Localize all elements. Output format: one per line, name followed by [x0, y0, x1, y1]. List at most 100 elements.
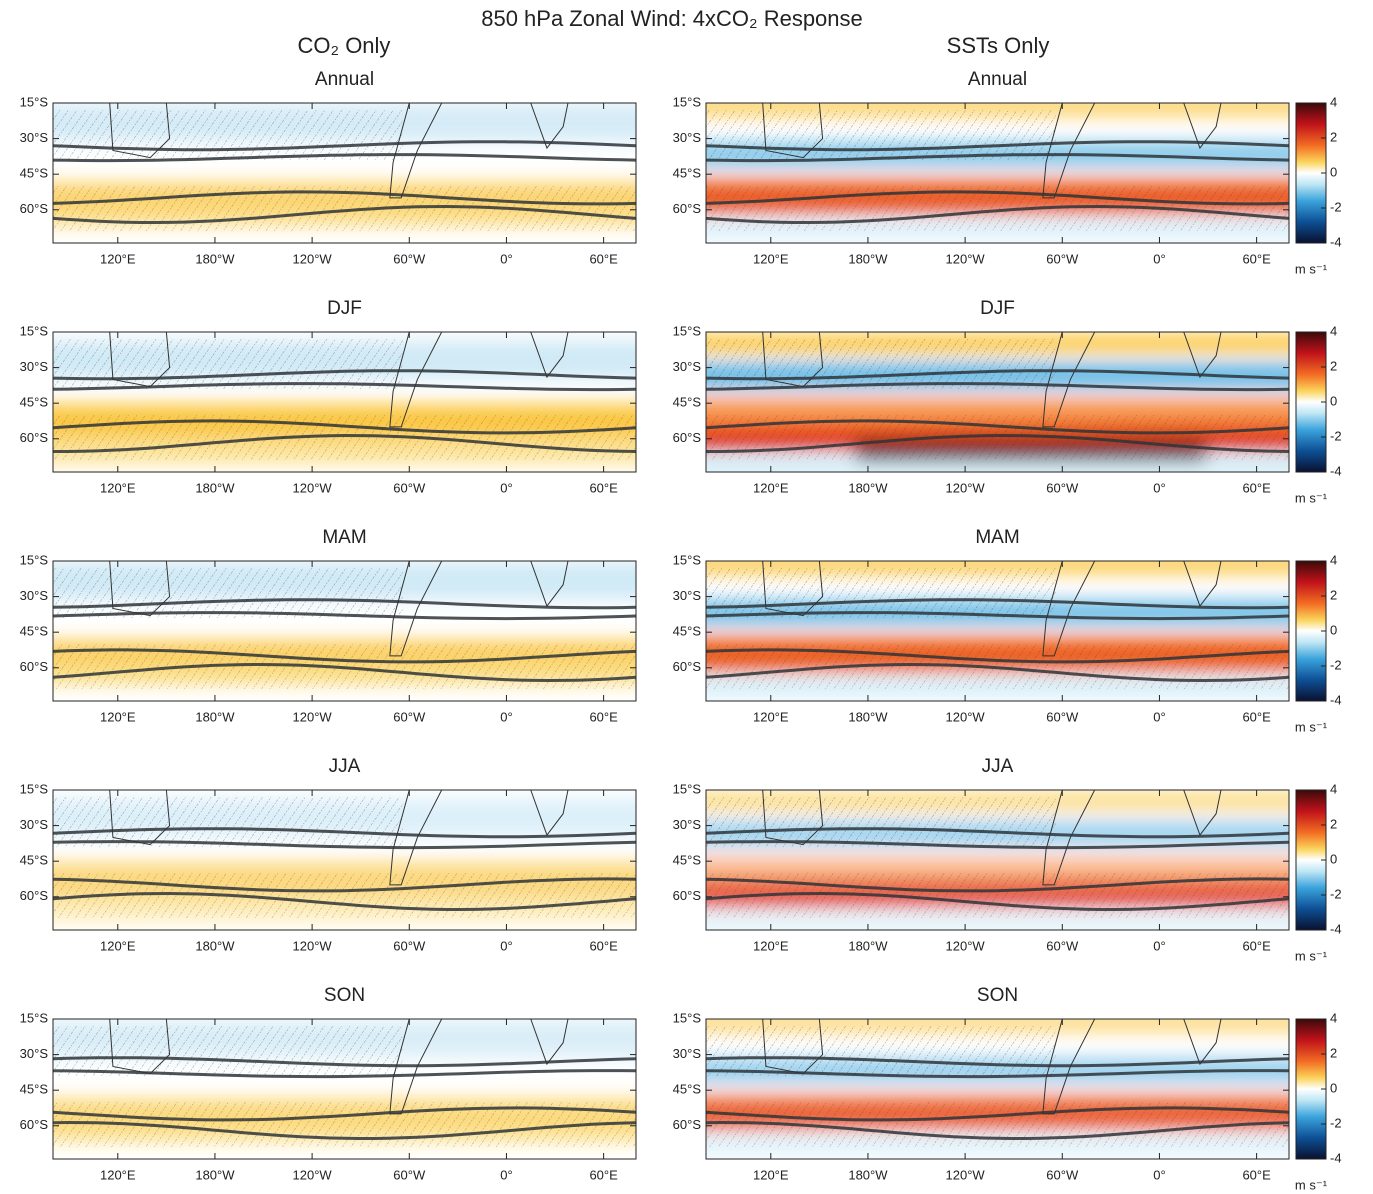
- x-tick-label: 120°E: [753, 251, 789, 266]
- panel-frame: [705, 331, 1290, 473]
- panel-title: DJF: [327, 298, 362, 319]
- coastline: [1042, 790, 1096, 886]
- figure-title: 850 hPa Zonal Wind: 4xCO₂ Response: [481, 6, 863, 31]
- colorbar-tick-label: 0: [1330, 393, 1337, 408]
- colorbar-label: m s⁻¹: [1295, 490, 1328, 505]
- contour: [53, 419, 636, 435]
- contour: [706, 1120, 1289, 1140]
- colorbar-tick-label: -2: [1330, 199, 1342, 214]
- y-tick-label: 45°S: [20, 853, 49, 868]
- x-tick-label: 180°W: [195, 1167, 235, 1182]
- panel-title: Annual: [968, 69, 1027, 90]
- coastline: [389, 790, 443, 886]
- x-tick-label: 60°W: [393, 709, 426, 724]
- y-tick-label: 45°S: [673, 1082, 702, 1097]
- x-tick-label: 120°W: [946, 480, 986, 495]
- hatching: [706, 339, 1056, 390]
- x-tick-label: 120°W: [946, 1167, 986, 1182]
- contour: [53, 1056, 636, 1068]
- y-tick-label: 30°S: [673, 588, 702, 603]
- contour: [53, 648, 636, 664]
- panel-title: MAM: [975, 527, 1019, 548]
- coastline: [1042, 103, 1096, 199]
- colorbar-tick-label: -4: [1330, 234, 1342, 249]
- y-tick-label: 60°S: [20, 201, 49, 216]
- coastline: [389, 103, 443, 199]
- coastline: [109, 561, 171, 617]
- panel-frame: [52, 789, 637, 931]
- y-tick-label: 45°S: [20, 166, 49, 181]
- x-tick-label: 0°: [1153, 1167, 1165, 1182]
- coastline: [762, 103, 824, 159]
- map-panel: [706, 561, 1289, 701]
- colorbar-tick-label: 2: [1330, 816, 1337, 831]
- coastline: [389, 1019, 443, 1115]
- coastline: [1183, 790, 1222, 837]
- panel-frame: [705, 102, 1290, 244]
- colorbar-tick-label: -2: [1330, 657, 1342, 672]
- x-tick-label: 120°E: [100, 938, 136, 953]
- hatching: [706, 1026, 1056, 1077]
- coastline: [762, 1019, 824, 1075]
- panel-title: SON: [977, 985, 1018, 1006]
- x-tick-label: 120°E: [100, 251, 136, 266]
- colorbar-tick-label: -2: [1330, 886, 1342, 901]
- contour: [706, 891, 1289, 911]
- colorbar-tick-label: 4: [1330, 323, 1337, 338]
- contour: [706, 1106, 1289, 1122]
- contour: [706, 190, 1289, 206]
- colorbar-tick-label: 4: [1330, 552, 1337, 567]
- x-tick-label: 60°E: [1242, 709, 1271, 724]
- colorbar-tick-label: -4: [1330, 921, 1342, 936]
- y-tick-label: 15°S: [673, 781, 702, 796]
- contour: [53, 1069, 636, 1079]
- coastline: [530, 790, 569, 837]
- coastline: [762, 561, 824, 617]
- coastline: [762, 790, 824, 846]
- contour: [53, 140, 636, 152]
- hatching: [706, 568, 1056, 619]
- panel-frame: [52, 331, 637, 473]
- x-tick-label: 120°W: [946, 709, 986, 724]
- y-tick-label: 45°S: [20, 395, 49, 410]
- coastline: [1183, 332, 1222, 379]
- colorbar-tick-label: -2: [1330, 428, 1342, 443]
- x-tick-label: 120°W: [293, 938, 333, 953]
- y-tick-label: 45°S: [673, 853, 702, 868]
- coastline: [1183, 103, 1222, 150]
- map-panel: [706, 1019, 1289, 1159]
- y-tick-label: 60°S: [673, 1117, 702, 1132]
- contour: [706, 648, 1289, 664]
- contour: [53, 827, 636, 839]
- contour: [706, 433, 1289, 453]
- shade-band: [706, 915, 1289, 930]
- map-panel: [53, 332, 636, 472]
- hatching: [53, 110, 403, 161]
- x-tick-label: 120°W: [293, 480, 333, 495]
- contour: [706, 1056, 1289, 1068]
- panel-title: SON: [324, 985, 365, 1006]
- panel-title: Annual: [315, 69, 374, 90]
- y-tick-label: 30°S: [673, 359, 702, 374]
- y-tick-label: 15°S: [20, 552, 49, 567]
- x-tick-label: 120°E: [753, 1167, 789, 1182]
- colorbar-tick-label: -2: [1330, 1115, 1342, 1130]
- x-tick-label: 0°: [500, 480, 512, 495]
- y-tick-label: 15°S: [673, 552, 702, 567]
- x-tick-label: 180°W: [848, 251, 888, 266]
- y-tick-label: 30°S: [20, 1046, 49, 1061]
- coastline: [1042, 1019, 1096, 1115]
- coastline: [530, 332, 569, 379]
- y-tick-label: 30°S: [20, 359, 49, 374]
- coastline: [1042, 332, 1096, 428]
- colorbar-tick-label: -4: [1330, 692, 1342, 707]
- x-tick-label: 0°: [500, 251, 512, 266]
- hatching: [53, 1026, 403, 1077]
- contour: [53, 204, 636, 224]
- coastline: [1183, 1019, 1222, 1066]
- contour: [53, 891, 636, 911]
- contour: [706, 140, 1289, 152]
- panel-frame: [705, 560, 1290, 702]
- y-tick-label: 60°S: [20, 1117, 49, 1132]
- colorbar-tick-label: 2: [1330, 129, 1337, 144]
